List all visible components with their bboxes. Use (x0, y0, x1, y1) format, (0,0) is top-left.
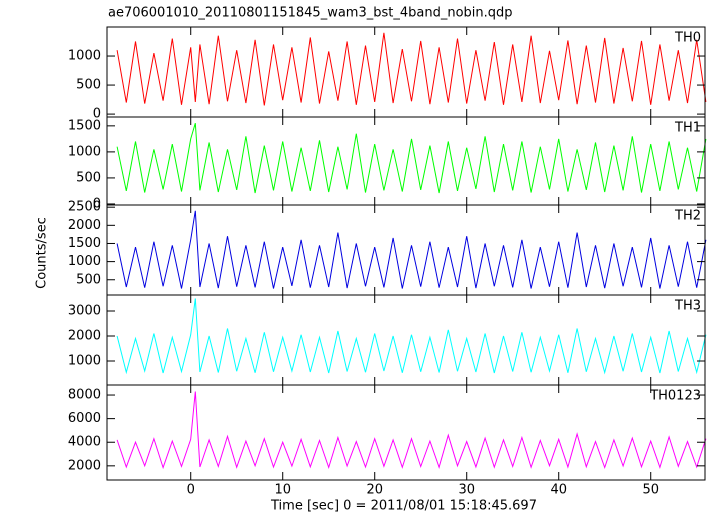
light-curve (116, 298, 707, 375)
light-curve (116, 210, 707, 289)
y-tick-label: 1000 (68, 144, 101, 159)
series-label: TH3 (674, 299, 701, 314)
series-label: TH2 (674, 209, 701, 224)
y-tick-label: 6000 (68, 411, 101, 426)
y-axis-label: Counts/sec (35, 217, 50, 289)
y-tick-label: 500 (76, 170, 101, 185)
x-tick-label: 0 (187, 483, 195, 498)
y-tick-label: 2500 (68, 200, 101, 215)
y-tick-label: 1000 (68, 254, 101, 269)
y-tick-label: 8000 (68, 388, 101, 403)
series-label: TH0123 (649, 389, 701, 404)
series-label: TH0 (674, 31, 701, 46)
panel-frame (106, 384, 706, 481)
y-tick-label: 1000 (68, 354, 101, 369)
y-tick-label: 2000 (68, 329, 101, 344)
y-tick-label: 1000 (68, 49, 101, 64)
y-tick-label: 2000 (68, 218, 101, 233)
x-axis-label: Time [sec] 0 = 2011/08/01 15:18:45.697 (270, 499, 537, 514)
x-tick-label: 30 (458, 483, 475, 498)
x-tick-label: 50 (642, 483, 659, 498)
chart-title: ae706001010_20110801151845_wam3_bst_4ban… (108, 6, 513, 21)
y-tick-label: 0 (93, 107, 101, 122)
y-tick-label: 500 (76, 272, 101, 287)
y-tick-label: 1500 (68, 236, 101, 251)
y-tick-label: 1500 (68, 118, 101, 133)
y-tick-label: 4000 (68, 435, 101, 450)
light-curve (116, 391, 707, 470)
light-curve (116, 123, 707, 194)
y-tick-label: 2000 (68, 458, 101, 473)
light-curve (116, 32, 707, 106)
y-tick-label: 500 (76, 78, 101, 93)
series-label: TH1 (674, 121, 701, 136)
x-tick-label: 10 (274, 483, 291, 498)
x-tick-label: 20 (366, 483, 383, 498)
y-tick-label: 3000 (68, 304, 101, 319)
y-tick-label: 0 (93, 196, 101, 211)
x-tick-label: 40 (550, 483, 567, 498)
panel-frame (106, 116, 706, 206)
